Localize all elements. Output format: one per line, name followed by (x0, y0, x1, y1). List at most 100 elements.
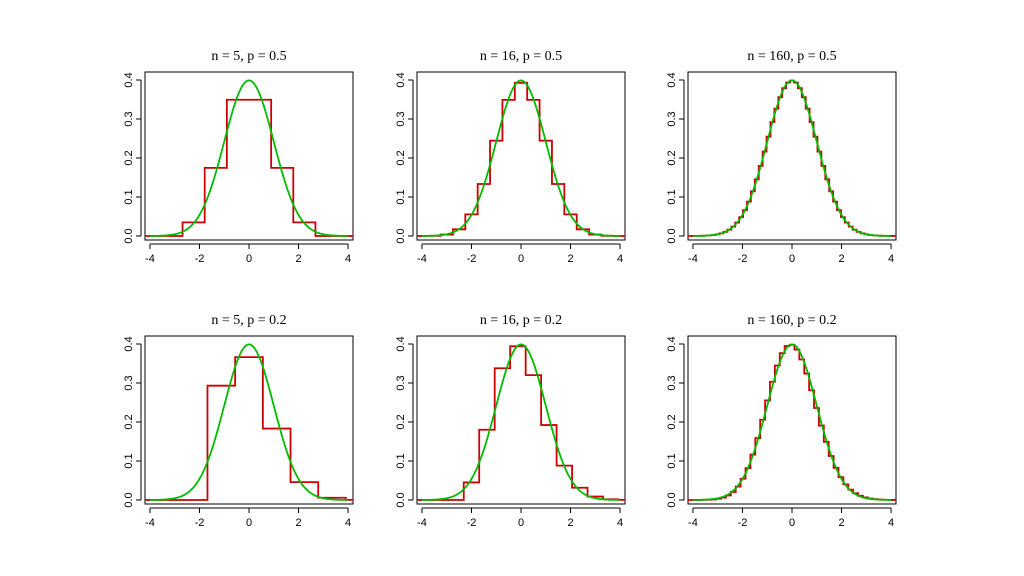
y-axis: 0.0 0.1 0.2 0.3 0.4 (666, 72, 685, 244)
x-axis: -4 -2 0 2 4 (417, 243, 623, 265)
normal-density-curve (692, 343, 892, 501)
x-tick-label: -2 (738, 253, 748, 265)
normal-density-curve (692, 79, 892, 237)
y-tick-label: 0.2 (395, 150, 407, 165)
x-tick-label: -4 (417, 517, 427, 529)
y-tick-label: 0.1 (123, 189, 135, 204)
x-tick-label: 2 (838, 253, 844, 265)
histogram-step-line (145, 356, 353, 501)
x-tick-label: 0 (789, 253, 795, 265)
y-axis: 0.0 0.1 0.2 0.3 0.4 (123, 336, 142, 508)
y-tick-label: 0.4 (123, 72, 135, 87)
y-tick-label: 0.0 (395, 492, 407, 507)
x-tick-label: 2 (838, 517, 844, 529)
y-tick-label: 0.2 (666, 414, 678, 429)
x-tick-label: 4 (888, 517, 894, 529)
y-tick-label: 0.3 (123, 111, 135, 126)
y-tick-label: 0.0 (395, 228, 407, 243)
histogram-step-line (417, 345, 625, 501)
x-tick-label: 0 (246, 517, 252, 529)
x-tick-label: -4 (145, 253, 155, 265)
panel-title: n = 5, p = 0.2 (211, 313, 286, 328)
y-tick-label: 0.4 (395, 336, 407, 351)
x-tick-label: -2 (738, 517, 748, 529)
panel-title: n = 5, p = 0.5 (211, 49, 286, 64)
x-tick-label: -4 (145, 517, 155, 529)
x-tick-label: 2 (567, 253, 573, 265)
panel-2: n = 16, p = 0.5 -4 -2 0 2 4 0.0 0.1 0.2 0.3 0.4 (395, 49, 626, 265)
x-axis: -4 -2 0 2 4 (688, 243, 894, 265)
data-layer (688, 79, 896, 237)
x-tick-label: 4 (888, 253, 894, 265)
y-tick-label: 0.1 (123, 453, 135, 468)
x-tick-label: 0 (518, 517, 524, 529)
y-axis: 0.0 0.1 0.2 0.3 0.4 (395, 72, 414, 244)
y-tick-label: 0.2 (666, 150, 678, 165)
panel-1: n = 5, p = 0.5 -4 -2 0 2 4 0.0 0.1 0.2 0.3 0.4 (123, 49, 354, 265)
y-tick-label: 0.3 (666, 111, 678, 126)
data-layer (417, 343, 625, 501)
x-tick-label: 0 (518, 253, 524, 265)
y-tick-label: 0.1 (666, 453, 678, 468)
y-tick-label: 0.0 (123, 228, 135, 243)
normal-density-curve (421, 343, 621, 501)
y-tick-label: 0.1 (666, 189, 678, 204)
y-tick-label: 0.0 (666, 492, 678, 507)
histogram-step-line (688, 343, 896, 501)
x-tick-label: 4 (617, 253, 623, 265)
normal-density-curve (149, 79, 349, 237)
y-tick-label: 0.3 (123, 375, 135, 390)
x-tick-label: -2 (467, 253, 477, 265)
data-layer (145, 343, 353, 501)
panel-title: n = 16, p = 0.2 (480, 313, 562, 328)
x-tick-label: -4 (417, 253, 427, 265)
plot-frame (144, 71, 354, 241)
y-tick-label: 0.3 (666, 375, 678, 390)
panel-title: n = 16, p = 0.5 (480, 49, 562, 64)
x-tick-label: 2 (295, 253, 301, 265)
x-axis: -4 -2 0 2 4 (417, 507, 623, 529)
y-tick-label: 0.1 (395, 189, 407, 204)
y-axis: 0.0 0.1 0.2 0.3 0.4 (666, 336, 685, 508)
y-tick-label: 0.2 (123, 414, 135, 429)
plot-frame (687, 71, 897, 241)
x-axis: -4 -2 0 2 4 (145, 507, 351, 529)
panel-5: n = 16, p = 0.2 -4 -2 0 2 4 0.0 0.1 0.2 0.3 0.4 (395, 313, 626, 529)
normal-density-curve (149, 343, 349, 501)
y-tick-label: 0.0 (666, 228, 678, 243)
y-axis: 0.0 0.1 0.2 0.3 0.4 (123, 72, 142, 244)
y-axis: 0.0 0.1 0.2 0.3 0.4 (395, 336, 414, 508)
y-tick-label: 0.2 (395, 414, 407, 429)
plot-frame (144, 335, 354, 505)
x-tick-label: 4 (617, 517, 623, 529)
x-tick-label: 4 (345, 517, 351, 529)
y-tick-label: 0.3 (395, 111, 407, 126)
data-layer (145, 79, 353, 237)
panel-6: n = 160, p = 0.2 -4 -2 0 2 4 0.0 0.1 0.2 0.3 0.4 (666, 313, 897, 529)
x-tick-label: 4 (345, 253, 351, 265)
normal-density-curve (421, 79, 621, 237)
x-tick-label: 2 (295, 517, 301, 529)
x-tick-label: -2 (467, 517, 477, 529)
data-layer (688, 343, 896, 501)
histogram-step-line (417, 81, 625, 237)
y-tick-label: 0.1 (395, 453, 407, 468)
panel-4: n = 5, p = 0.2 -4 -2 0 2 4 0.0 0.1 0.2 0.3 0.4 (123, 313, 354, 529)
x-axis: -4 -2 0 2 4 (145, 243, 351, 265)
x-axis: -4 -2 0 2 4 (688, 507, 894, 529)
histogram-step-line (688, 79, 896, 237)
y-tick-label: 0.4 (123, 336, 135, 351)
plot-frame (416, 71, 626, 241)
x-tick-label: 0 (789, 517, 795, 529)
data-layer (417, 79, 625, 237)
y-tick-label: 0.4 (666, 72, 678, 87)
x-tick-label: -2 (195, 253, 205, 265)
x-tick-label: 0 (246, 253, 252, 265)
x-tick-label: 2 (567, 517, 573, 529)
y-tick-label: 0.3 (395, 375, 407, 390)
x-tick-label: -4 (688, 517, 698, 529)
x-tick-label: -4 (688, 253, 698, 265)
x-tick-label: -2 (195, 517, 205, 529)
